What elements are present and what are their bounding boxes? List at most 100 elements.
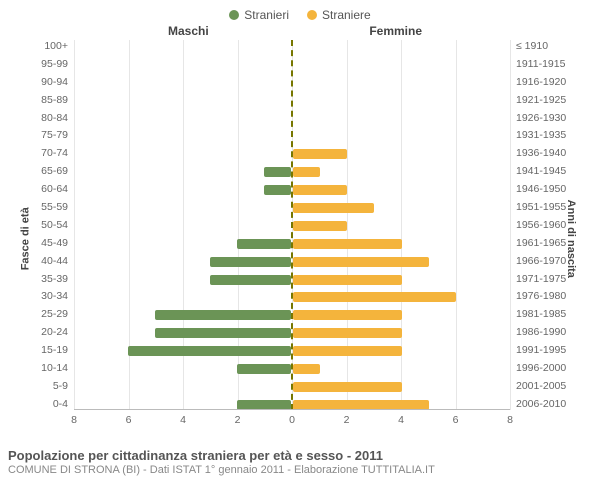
y-tick-age: 15-19	[30, 344, 68, 356]
column-title-female: Femmine	[369, 24, 422, 38]
y-tick-birth: 2006-2010	[516, 398, 570, 410]
y-tick-age: 35-39	[30, 273, 68, 285]
bar-row	[293, 219, 510, 231]
y-tick-age: 100+	[30, 40, 68, 52]
bar-female	[293, 346, 402, 356]
bar-row	[293, 58, 510, 70]
y-tick-age: 95-99	[30, 58, 68, 70]
bar-male	[128, 346, 291, 356]
caption: Popolazione per cittadinanza straniera p…	[0, 446, 600, 486]
bar-row	[293, 326, 510, 338]
bar-row	[293, 255, 510, 267]
y-tick-age: 70-74	[30, 147, 68, 159]
column-title-male: Maschi	[168, 24, 209, 38]
bar-row	[293, 308, 510, 320]
bar-row	[74, 290, 291, 302]
y-tick-age: 65-69	[30, 165, 68, 177]
y-tick-age: 20-24	[30, 326, 68, 338]
bar-male	[264, 185, 291, 195]
chart-subtitle: COMUNE DI STRONA (BI) - Dati ISTAT 1° ge…	[8, 464, 592, 478]
y-tick-birth: 1936-1940	[516, 147, 570, 159]
bar-female	[293, 257, 429, 267]
y-tick-birth: 1971-1975	[516, 273, 570, 285]
y-labels-age: 100+95-9990-9485-8980-8475-7970-7465-696…	[30, 40, 68, 410]
bar-row	[293, 129, 510, 141]
bar-row	[293, 201, 510, 213]
bar-row	[74, 398, 291, 410]
bar-row	[293, 344, 510, 356]
x-tick: 2	[235, 414, 241, 426]
bars-female	[293, 40, 510, 410]
bar-female	[293, 382, 402, 392]
legend-label-female: Straniere	[322, 8, 371, 22]
bar-female	[293, 149, 347, 159]
bar-row	[74, 362, 291, 374]
bar-row	[74, 76, 291, 88]
bar-female	[293, 167, 320, 177]
bar-row	[74, 183, 291, 195]
x-tick: 8	[71, 414, 77, 426]
bar-row	[293, 112, 510, 124]
y-tick-age: 40-44	[30, 255, 68, 267]
bar-row	[293, 147, 510, 159]
y-tick-age: 45-49	[30, 237, 68, 249]
y-tick-birth: 1961-1965	[516, 237, 570, 249]
x-tick: 0	[289, 414, 295, 426]
bar-row	[293, 362, 510, 374]
y-tick-birth: 1991-1995	[516, 344, 570, 356]
bar-female	[293, 221, 347, 231]
bar-row	[74, 147, 291, 159]
bar-row	[293, 237, 510, 249]
y-tick-birth: 1911-1915	[516, 58, 570, 70]
bar-female	[293, 185, 347, 195]
bar-row	[74, 344, 291, 356]
y-tick-birth: 1976-1980	[516, 290, 570, 302]
bar-male	[210, 275, 291, 285]
y-tick-age: 0-4	[30, 398, 68, 410]
population-pyramid-chart: Stranieri Straniere Maschi Femmine Fasce…	[0, 0, 600, 446]
y-tick-birth: 1966-1970	[516, 255, 570, 267]
bar-female	[293, 364, 320, 374]
y-tick-age: 10-14	[30, 362, 68, 374]
bar-row	[74, 308, 291, 320]
x-tick: 6	[126, 414, 132, 426]
bar-female	[293, 292, 456, 302]
y-tick-age: 30-34	[30, 290, 68, 302]
bar-row	[74, 326, 291, 338]
legend: Stranieri Straniere	[8, 8, 592, 22]
bar-male	[210, 257, 291, 267]
bar-row	[293, 398, 510, 410]
y-tick-age: 90-94	[30, 76, 68, 88]
bar-row	[74, 380, 291, 392]
bar-female	[293, 328, 402, 338]
y-tick-birth: 1941-1945	[516, 165, 570, 177]
bar-female	[293, 203, 374, 213]
bar-male	[155, 310, 291, 320]
bar-male	[237, 364, 291, 374]
y-tick-birth: 1981-1985	[516, 308, 570, 320]
x-tick: 6	[453, 414, 459, 426]
legend-item-female: Straniere	[307, 8, 371, 22]
bar-row	[293, 183, 510, 195]
bar-row	[74, 219, 291, 231]
y-tick-age: 25-29	[30, 308, 68, 320]
bar-row	[293, 94, 510, 106]
plot-area: Fasce di età Anni di nascita 100+95-9990…	[12, 40, 588, 440]
bar-row	[74, 40, 291, 52]
bar-row	[293, 40, 510, 52]
x-axis-baseline	[74, 409, 510, 410]
y-tick-birth: 1916-1920	[516, 76, 570, 88]
y-tick-age: 75-79	[30, 129, 68, 141]
x-tick: 8	[507, 414, 513, 426]
bar-row	[293, 290, 510, 302]
y-tick-age: 50-54	[30, 219, 68, 231]
chart-title: Popolazione per cittadinanza straniera p…	[8, 448, 592, 464]
y-tick-birth: 1931-1935	[516, 129, 570, 141]
bar-row	[293, 165, 510, 177]
y-tick-birth: 1986-1990	[516, 326, 570, 338]
legend-label-male: Stranieri	[244, 8, 289, 22]
x-tick: 4	[398, 414, 404, 426]
legend-item-male: Stranieri	[229, 8, 289, 22]
legend-swatch-male	[229, 10, 239, 20]
bar-row	[293, 76, 510, 88]
